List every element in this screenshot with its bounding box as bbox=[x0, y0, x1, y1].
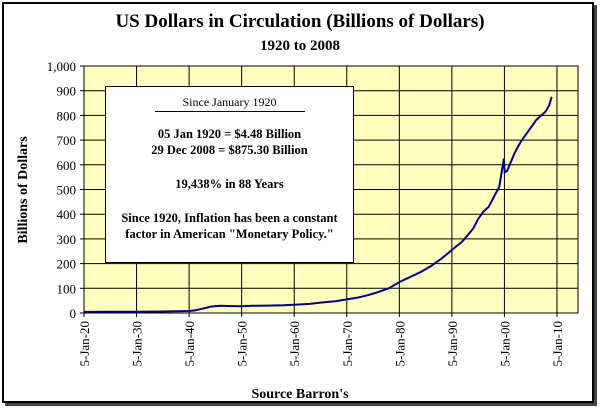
series-line bbox=[83, 96, 553, 313]
chart-title: US Dollars in Circulation (Billions of D… bbox=[115, 11, 484, 32]
annotation-heading: Since January 1920 bbox=[154, 95, 305, 112]
x-tick-label: 5-Jan-40 bbox=[182, 321, 197, 367]
y-tick-label: 300 bbox=[57, 232, 77, 247]
y-tick-label: 500 bbox=[57, 183, 77, 198]
annotation-note-2: factor in American "Monetary Policy." bbox=[125, 227, 334, 241]
x-tick-label: 5-Jan-50 bbox=[235, 321, 250, 367]
x-tick-label: 5-Jan-80 bbox=[392, 321, 407, 367]
x-tick-label: 5-Jan-20 bbox=[77, 321, 92, 367]
y-tick-label: 100 bbox=[57, 281, 77, 296]
x-tick-label: 5-Jan-70 bbox=[340, 321, 355, 367]
x-axis-label: Source Barron's bbox=[251, 387, 349, 402]
y-tick-label: 600 bbox=[57, 158, 77, 173]
x-tick-label: 5-Jan-60 bbox=[287, 321, 302, 367]
x-tick-label: 5-Jan-10 bbox=[550, 321, 565, 367]
y-tick-label: 900 bbox=[57, 84, 77, 99]
y-tick-label: 400 bbox=[57, 207, 77, 222]
y-tick-label: 0 bbox=[70, 306, 77, 321]
x-tick-label: 5-Jan-30 bbox=[130, 321, 145, 367]
y-tick-label: 200 bbox=[57, 257, 77, 272]
y-tick-label: 1,000 bbox=[47, 59, 76, 74]
x-tick-label: 5-Jan-00 bbox=[497, 321, 512, 367]
x-tick-label: 5-Jan-90 bbox=[445, 321, 460, 367]
annotation-box: Since January 1920 05 Jan 1920 = $4.48 B… bbox=[105, 86, 354, 263]
annotation-end-value: 29 Dec 2008 = $875.30 Billion bbox=[151, 143, 308, 157]
annotation-note-1: Since 1920, Inflation has been a constan… bbox=[121, 211, 338, 225]
annotation-start-value: 05 Jan 1920 = $4.48 Billion bbox=[157, 127, 302, 141]
chart-subtitle: 1920 to 2008 bbox=[260, 38, 340, 54]
annotation-growth: 19,438% in 88 Years bbox=[175, 177, 284, 191]
y-tick-label: 700 bbox=[57, 133, 77, 148]
y-axis-label: Billions of Dollars bbox=[16, 136, 31, 244]
y-tick-label: 800 bbox=[57, 108, 77, 123]
